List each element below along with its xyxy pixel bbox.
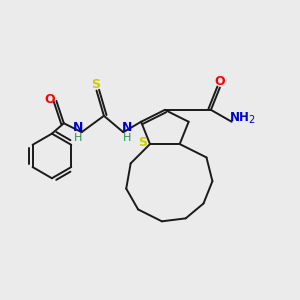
Text: H: H (74, 133, 82, 142)
Text: S: S (138, 136, 147, 149)
Text: N: N (73, 121, 83, 134)
Text: H: H (123, 133, 131, 142)
Text: S: S (92, 77, 100, 91)
Text: 2: 2 (248, 115, 255, 125)
Text: NH: NH (230, 111, 250, 124)
Text: N: N (122, 121, 132, 134)
Text: O: O (214, 74, 225, 88)
Text: O: O (44, 93, 55, 106)
